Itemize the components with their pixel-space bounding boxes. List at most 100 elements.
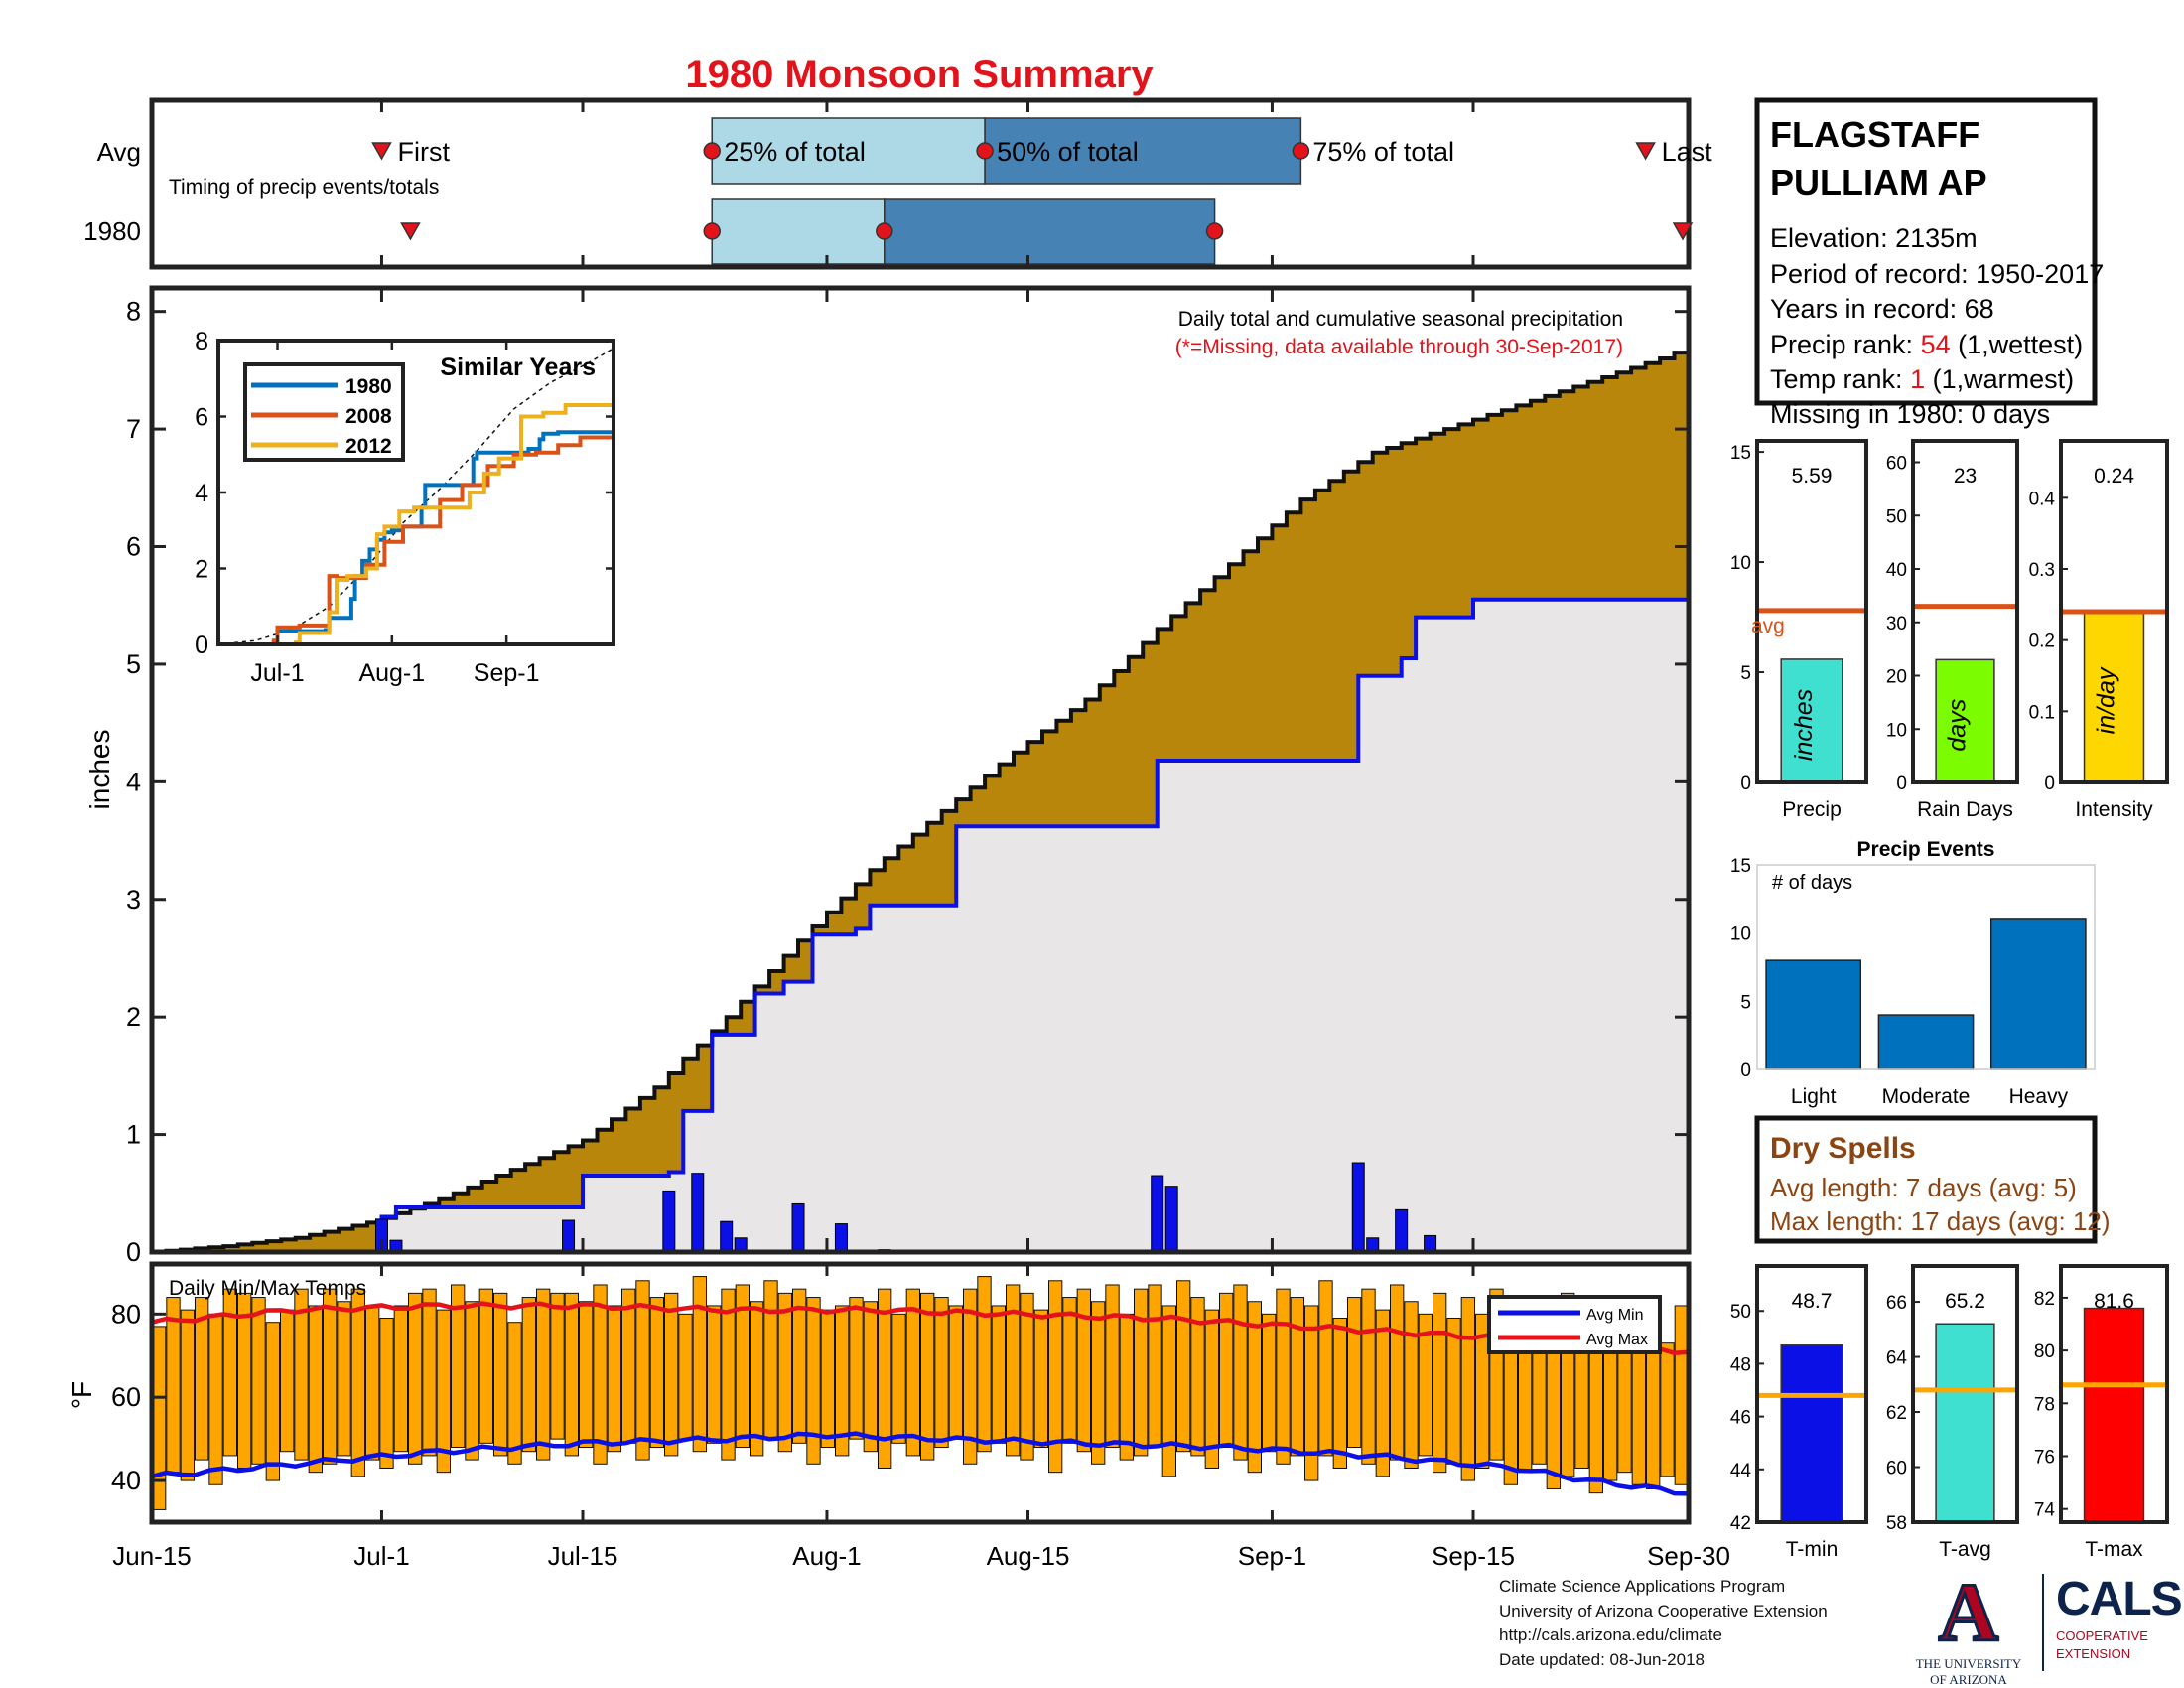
stat-panel-tmin: 48.7 42 44 46 48 50 T-min <box>1730 1264 1868 1561</box>
stat-y-tick-label: 62 <box>1886 1403 1907 1424</box>
daily-temp-range-bar <box>1161 1305 1176 1477</box>
precip-y-tick-label: 5 <box>126 649 141 679</box>
daily-temp-range-bar <box>735 1284 751 1449</box>
inset-y-tick-label: 0 <box>195 632 208 659</box>
daily-temp-range-bar <box>436 1309 451 1474</box>
stat-panel-frame <box>1911 439 2019 784</box>
events-y-tick-label: 10 <box>1730 924 1751 945</box>
daily-temp-range-bar <box>1204 1309 1219 1469</box>
stat-y-tick-label: 15 <box>1730 443 1751 464</box>
inset-x-tick-label: Jul-1 <box>250 659 304 687</box>
stat-y-tick-label: 60 <box>1886 1459 1907 1479</box>
stat-y-tick-label: 50 <box>1730 1302 1751 1323</box>
daily-precip-bar <box>562 1219 576 1253</box>
daily-temp-range-bar <box>621 1288 636 1444</box>
daily-temp-range-bar <box>1076 1288 1091 1453</box>
daily-temp-range-bar <box>1062 1297 1077 1444</box>
stat-y-tick-label: 80 <box>2034 1341 2055 1362</box>
footer-program: Climate Science Applications Program <box>1499 1577 1786 1596</box>
stat-label-intensity: Intensity <box>2075 798 2153 821</box>
stat-y-tick-label: 46 <box>1730 1408 1751 1429</box>
daily-temp-range-bar <box>635 1280 650 1461</box>
precip-events-chart: Light Moderate Heavy Precip Events# of days… <box>1730 838 2096 1108</box>
dry-spells-panel: Dry Spells Avg length: 7 days (avg: 5) M… <box>1754 1115 2111 1244</box>
stat-bar-tmax <box>2083 1307 2145 1523</box>
footer-credits: Climate Science Applications Program Uni… <box>1499 1575 1828 1672</box>
stat-y-tick-label: 40 <box>1886 560 1907 581</box>
year-cumulative-step-line <box>152 595 1691 1254</box>
avg-first-marker <box>371 142 392 161</box>
daily-temp-range-bar <box>1020 1292 1034 1461</box>
university-of-arizona-logo: A THE UNIVERSITY OF ARIZONA <box>1914 1570 2023 1687</box>
x-tick-label: Jun-15 <box>112 1541 192 1571</box>
daily-temp-range-bar <box>550 1292 565 1440</box>
precip-annotation-2: (*=Missing, data available through 30-Se… <box>1175 336 1623 358</box>
daily-precip-bar <box>691 1173 705 1253</box>
stat-panel-tavg: 65.2 58 60 62 64 66 T-avg <box>1886 1264 2019 1561</box>
daily-temp-range-bar <box>878 1288 892 1469</box>
daily-temp-range-bar <box>521 1297 537 1453</box>
temperature-plot <box>151 1276 1690 1510</box>
events-y-label: # of days <box>1772 872 1852 894</box>
daily-temp-range-bar <box>977 1276 992 1453</box>
daily-temp-range-bar <box>1176 1280 1191 1453</box>
precip-y-axis-label: inches <box>84 730 115 810</box>
stat-y-tick-label: 0.1 <box>2029 702 2055 723</box>
events-y-tick-label: 5 <box>1740 992 1751 1013</box>
inset-legend-label-2008: 2008 <box>345 405 392 428</box>
dry-spells-max-length: Max length: 17 days (avg: 12) <box>1770 1206 2111 1236</box>
timing-row-label-year: 1980 <box>83 216 141 246</box>
daily-temp-range-bar <box>934 1297 949 1449</box>
avg-last-label: Last <box>1662 137 1713 167</box>
station-name-line1: FLAGSTAFF <box>1770 114 1979 155</box>
daily-temp-range-bar <box>1404 1301 1419 1469</box>
daily-temp-range-bar <box>265 1322 280 1481</box>
daily-precip-bar <box>1395 1208 1409 1253</box>
x-tick-label: Sep-15 <box>1432 1541 1515 1571</box>
temperature-legend: Avg Min Avg Max <box>1487 1295 1662 1354</box>
daily-temp-range-bar <box>1119 1313 1134 1461</box>
daily-precip-bar <box>1164 1186 1178 1253</box>
stat-y-tick-label: 0.3 <box>2029 560 2055 581</box>
avg-p25-label: 25% of total <box>724 137 866 167</box>
stat-y-tick-label: 58 <box>1886 1513 1907 1534</box>
timing-row-label-avg: Avg <box>97 137 141 167</box>
daily-precip-bar <box>791 1202 805 1253</box>
footer-url[interactable]: http://cals.arizona.edu/climate <box>1499 1625 1722 1644</box>
legend-avg-max: Avg Max <box>1586 1332 1648 1348</box>
station-missing: Missing in 1980: 0 days <box>1770 399 2050 429</box>
daily-temp-range-bar <box>422 1288 437 1457</box>
stat-panel-tmax: 81.6 74 76 78 80 82 T-max <box>2034 1264 2169 1561</box>
events-title: Precip Events <box>1857 838 1995 861</box>
stat-panel-frame <box>2059 1264 2169 1524</box>
stat-value-intensity: 0.24 <box>2094 465 2134 488</box>
daily-temp-range-bar <box>1105 1284 1120 1449</box>
dry-spells-title: Dry Spells <box>1770 1132 1916 1165</box>
legend-avg-min: Avg Min <box>1586 1307 1644 1324</box>
daily-temp-range-bar <box>493 1292 508 1457</box>
stat-y-tick-label: 5 <box>1740 663 1751 684</box>
cals-logo-sub-line2: EXTENSION <box>2056 1646 2131 1661</box>
stat-y-tick-label: 10 <box>1730 553 1751 574</box>
year-first-marker <box>400 222 421 241</box>
x-tick-label: Sep-30 <box>1647 1541 1730 1571</box>
temperature-chart: Daily Min/Max Temps °F 40 60 80 Avg Min Av… <box>67 1261 1692 1525</box>
avg-p25-marker <box>703 142 721 160</box>
avg-p50-label: 50% of total <box>997 137 1139 167</box>
inset-series-line-2008 <box>218 435 614 646</box>
daily-temp-range-bar <box>863 1301 879 1453</box>
stat-y-tick-label: 60 <box>1886 454 1907 475</box>
daily-temp-range-bar <box>1347 1297 1362 1449</box>
precip-y-tick-label: 1 <box>126 1120 141 1150</box>
daily-temp-range-bar <box>478 1288 493 1444</box>
daily-temp-range-bar <box>849 1297 864 1440</box>
daily-temp-range-bar <box>806 1297 821 1465</box>
year-quartile-box-low <box>711 198 886 265</box>
daily-temp-range-bar <box>963 1288 978 1465</box>
daily-precip-bar <box>1151 1175 1164 1253</box>
precip-y-axis: 0 1 2 3 4 5 6 7 8 <box>126 297 1689 1267</box>
stat-avg-label-precip: avg <box>1751 615 1785 637</box>
daily-temp-range-bar <box>1190 1297 1205 1457</box>
x-tick-label: Jul-15 <box>548 1541 618 1571</box>
daily-temp-range-bar <box>692 1276 708 1453</box>
